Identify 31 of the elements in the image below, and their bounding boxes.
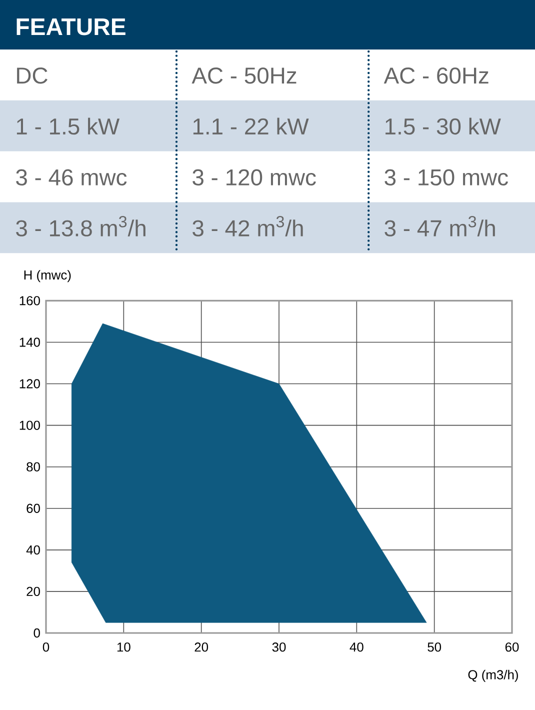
text: 1 - 1.5 kW [16,118,120,135]
y-tick-label: 140 [20,338,40,347]
y-tick-label: 100 [20,420,40,430]
x-tick-label: 50 [428,642,442,652]
text: FEATURE [16,18,126,36]
text: 1.5 - 30 kW [386,118,501,135]
x-tick-label: 10 [117,642,130,652]
text: 3 - 13.8 m$^{3}$/h [16,216,146,236]
y-axis-title: H (mwc) [24,270,71,282]
text: 3 - 120 mwc [192,169,316,186]
x-tick-label: 30 [272,642,286,652]
x-tick-label: 20 [194,642,208,652]
y-tick-label: 0 [34,628,40,638]
y-tick-label: 40 [26,545,40,555]
category-label: AC - 60Hz [384,67,488,84]
category-label: DC [17,67,48,84]
x-tick-label: 60 [505,642,519,652]
x-tick-label: 40 [350,642,364,652]
x-axis-title: Q (m3/h) [468,670,518,682]
category-label: AC - 50Hz [192,67,296,84]
text: 3 - 42 m$^{3}$/h [192,216,303,236]
y-tick-label: 20 [26,586,40,596]
text: 1.1 - 22 kW [193,118,309,134]
y-tick-label: 120 [20,379,40,388]
y-tick-label: 80 [26,462,40,472]
y-tick-label: 60 [26,504,40,513]
y-tick-label: 160 [20,296,40,306]
text: 3 - 47 m$^{3}$/h [384,216,495,236]
text: 3 - 46 mwc [16,169,127,186]
x-tick-label: 0 [42,642,50,652]
text: 3 - 150 mwc [384,169,508,186]
